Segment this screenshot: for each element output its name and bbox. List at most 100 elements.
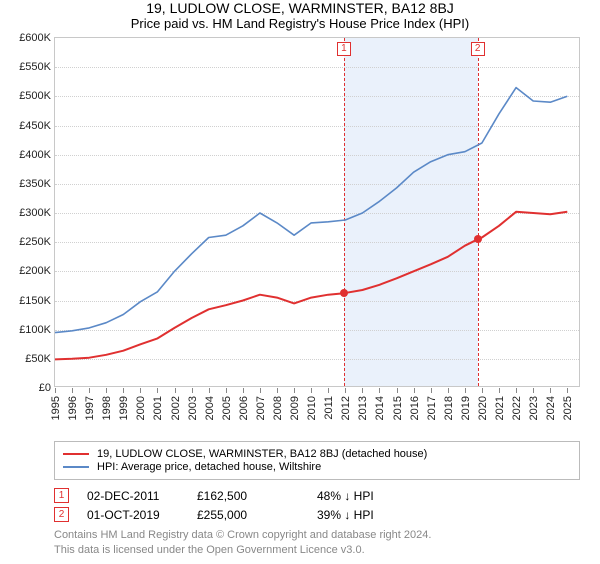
table-row: 201-OCT-2019£255,00039% ↓ HPI [54, 507, 580, 522]
x-tick-label: 2017 [426, 396, 438, 420]
x-tick [175, 388, 176, 393]
y-tick-label: £100K [3, 324, 51, 336]
y-tick-label: £450K [3, 120, 51, 132]
y-tick-label: £550K [3, 61, 51, 73]
x-tick-label: 2011 [323, 396, 335, 420]
x-tick [448, 388, 449, 393]
y-tick-label: £50K [3, 353, 51, 365]
x-tick [533, 388, 534, 393]
x-tick [362, 388, 363, 393]
x-tick [277, 388, 278, 393]
x-tick-label: 2009 [289, 396, 301, 420]
y-tick-label: £600K [3, 32, 51, 44]
legend-swatch [63, 466, 89, 468]
x-tick [499, 388, 500, 393]
x-tick [431, 388, 432, 393]
page-subtitle: Price paid vs. HM Land Registry's House … [0, 16, 600, 31]
x-tick-label: 2013 [357, 396, 369, 420]
x-tick-label: 2003 [187, 396, 199, 420]
x-tick [226, 388, 227, 393]
x-tick [397, 388, 398, 393]
price-chart: £0£50K£100K£150K£200K£250K£300K£350K£400… [54, 37, 580, 387]
x-tick-label: 2010 [306, 396, 318, 420]
x-tick-label: 1999 [118, 396, 130, 420]
x-tick-label: 2000 [135, 396, 147, 420]
page-title: 19, LUDLOW CLOSE, WARMINSTER, BA12 8BJ [0, 0, 600, 16]
x-tick-label: 2016 [409, 396, 421, 420]
x-tick [414, 388, 415, 393]
x-tick-label: 2001 [152, 396, 164, 420]
x-tick [243, 388, 244, 393]
x-tick [482, 388, 483, 393]
cell-date: 02-DEC-2011 [87, 489, 197, 503]
cell-date: 01-OCT-2019 [87, 508, 197, 522]
x-tick [567, 388, 568, 393]
legend-swatch [63, 453, 89, 455]
x-tick-label: 2014 [374, 396, 386, 420]
cell-price: £162,500 [197, 489, 317, 503]
footer-text: Contains HM Land Registry data © Crown c… [54, 528, 580, 558]
x-tick-label: 2008 [272, 396, 284, 420]
x-tick-label: 1995 [50, 396, 62, 420]
y-tick-label: £350K [3, 178, 51, 190]
transaction-dot [474, 235, 482, 243]
legend-label: HPI: Average price, detached house, Wilt… [97, 461, 321, 473]
cell-delta: 39% ↓ HPI [317, 508, 437, 522]
x-tick [89, 388, 90, 393]
x-tick-label: 1997 [84, 396, 96, 420]
x-tick [345, 388, 346, 393]
legend-row: HPI: Average price, detached house, Wilt… [63, 461, 571, 473]
y-tick-label: £250K [3, 236, 51, 248]
x-tick [311, 388, 312, 393]
x-tick-label: 2020 [477, 396, 489, 420]
x-tick [192, 388, 193, 393]
series-price-paid [55, 212, 567, 360]
x-tick [328, 388, 329, 393]
x-tick-label: 2018 [443, 396, 455, 420]
legend-row: 19, LUDLOW CLOSE, WARMINSTER, BA12 8BJ (… [63, 448, 571, 460]
series-svg [55, 38, 581, 388]
x-tick-label: 1996 [67, 396, 79, 420]
x-tick-label: 2005 [221, 396, 233, 420]
x-tick [55, 388, 56, 393]
legend-label: 19, LUDLOW CLOSE, WARMINSTER, BA12 8BJ (… [97, 448, 427, 460]
x-tick-label: 2023 [528, 396, 540, 420]
x-tick [106, 388, 107, 393]
transaction-table: 1 02-DEC-2011£162,50048% ↓ HPI 2 01-OCT-201… [54, 488, 580, 522]
x-tick-label: 2002 [170, 396, 182, 420]
y-axis-labels: £0£50K£100K£150K£200K£250K£300K£350K£400… [3, 38, 51, 386]
row-marker: 1 [54, 488, 69, 503]
x-tick-label: 2015 [392, 396, 404, 420]
table-row: 1 02-DEC-2011£162,50048% ↓ HPI [54, 488, 580, 503]
x-tick [157, 388, 158, 393]
x-axis-labels: 1995199619971998199920002001200220032004… [55, 388, 579, 434]
x-tick-label: 2012 [340, 396, 352, 420]
x-tick [260, 388, 261, 393]
x-tick [379, 388, 380, 393]
x-tick [140, 388, 141, 393]
series-hpi [55, 88, 567, 333]
row-marker: 2 [54, 507, 69, 522]
footer-line-2: This data is licensed under the Open Gov… [54, 544, 365, 556]
y-tick-label: £150K [3, 295, 51, 307]
x-tick [209, 388, 210, 393]
chart-legend: 19, LUDLOW CLOSE, WARMINSTER, BA12 8BJ (… [54, 441, 580, 480]
x-tick-label: 2022 [511, 396, 523, 420]
y-tick-label: £200K [3, 265, 51, 277]
x-tick-label: 2006 [238, 396, 250, 420]
transaction-dot [340, 289, 348, 297]
x-tick [465, 388, 466, 393]
x-tick-label: 2004 [204, 396, 216, 420]
y-tick-label: £400K [3, 149, 51, 161]
y-tick-label: £500K [3, 90, 51, 102]
x-tick [294, 388, 295, 393]
footer-line-1: Contains HM Land Registry data © Crown c… [54, 529, 431, 541]
x-tick [516, 388, 517, 393]
y-tick-label: £300K [3, 207, 51, 219]
x-tick-label: 1998 [101, 396, 113, 420]
x-tick-label: 2007 [255, 396, 267, 420]
x-tick [72, 388, 73, 393]
cell-delta: 48% ↓ HPI [317, 489, 437, 503]
x-tick-label: 2024 [545, 396, 557, 420]
x-tick [123, 388, 124, 393]
